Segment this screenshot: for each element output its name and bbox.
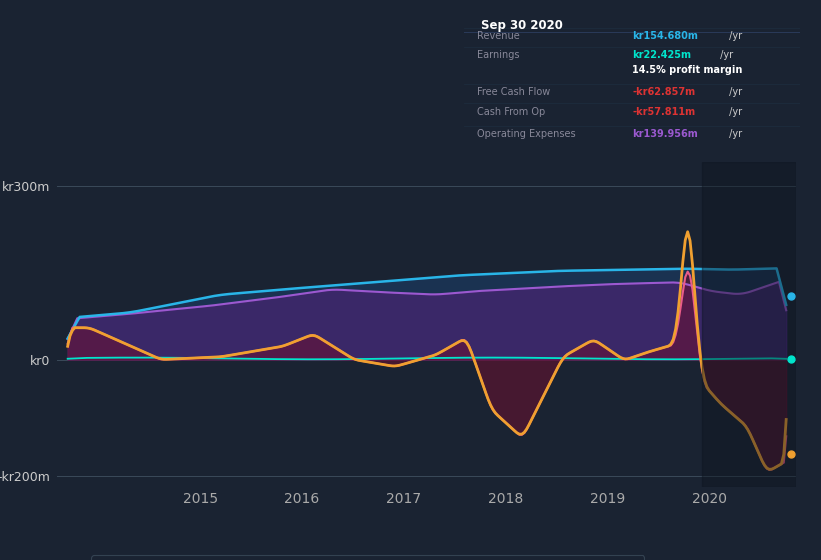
Text: Free Cash Flow: Free Cash Flow — [477, 87, 551, 97]
Text: /yr: /yr — [727, 87, 742, 97]
Text: Cash From Op: Cash From Op — [477, 107, 546, 116]
Legend: Revenue, Earnings, Free Cash Flow, Cash From Op, Operating Expenses: Revenue, Earnings, Free Cash Flow, Cash … — [91, 555, 644, 560]
Text: kr22.425m: kr22.425m — [632, 50, 691, 60]
Text: kr139.956m: kr139.956m — [632, 129, 698, 139]
Text: Operating Expenses: Operating Expenses — [477, 129, 576, 139]
Text: Earnings: Earnings — [477, 50, 520, 60]
Text: Sep 30 2020: Sep 30 2020 — [481, 19, 562, 32]
Text: Revenue: Revenue — [477, 31, 520, 41]
Text: /yr: /yr — [727, 107, 742, 116]
Text: 14.5% profit margin: 14.5% profit margin — [632, 65, 742, 75]
Bar — [702, 162, 796, 487]
Text: -kr62.857m: -kr62.857m — [632, 87, 695, 97]
Text: /yr: /yr — [727, 129, 742, 139]
Text: kr154.680m: kr154.680m — [632, 31, 698, 41]
Text: -kr57.811m: -kr57.811m — [632, 107, 695, 116]
Text: /yr: /yr — [727, 31, 742, 41]
Text: /yr: /yr — [717, 50, 733, 60]
